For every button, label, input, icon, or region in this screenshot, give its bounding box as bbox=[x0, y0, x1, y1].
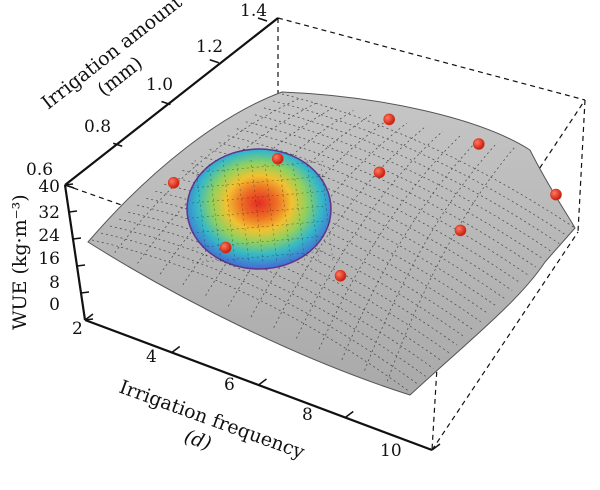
y-tick-mark bbox=[161, 100, 171, 106]
y-axis-title: Irrigation amount (mm) bbox=[38, 0, 187, 114]
heat-grid-line bbox=[236, 163, 250, 263]
y-tick-mark bbox=[209, 59, 219, 64]
data-point bbox=[373, 166, 386, 179]
data-point bbox=[334, 269, 347, 282]
y-tick-label: 1.4 bbox=[240, 1, 267, 21]
x-tick-labels: 2 4 6 8 10 bbox=[72, 319, 402, 461]
z-tick-mark bbox=[80, 291, 90, 294]
surface-grid-line bbox=[114, 97, 301, 253]
y-tick-label: 1.2 bbox=[196, 37, 223, 57]
z-axis-ticks bbox=[64, 183, 94, 321]
bounding-box-front bbox=[63, 17, 279, 321]
z-tick-labels: 0 8 16 24 32 40 bbox=[38, 177, 60, 315]
heat-grid-line bbox=[264, 163, 278, 263]
surface-grid-line bbox=[128, 211, 442, 362]
z-tick-mark bbox=[84, 318, 94, 321]
z-tick-label: 32 bbox=[38, 203, 60, 223]
data-points bbox=[167, 113, 562, 282]
surface-grid-line bbox=[227, 135, 529, 276]
surface-grid-line bbox=[236, 128, 536, 268]
heat-grid-line bbox=[278, 159, 292, 263]
x-tick-label: 8 bbox=[302, 405, 313, 425]
data-point bbox=[219, 241, 232, 254]
data-point bbox=[472, 138, 485, 150]
z-tick-label: 8 bbox=[49, 273, 60, 293]
x-axis-title-line1: Irrigation frequency bbox=[116, 376, 307, 464]
y-tick-label: 1.0 bbox=[146, 75, 173, 95]
surface-grid-line bbox=[296, 131, 443, 339]
surface-grid-line bbox=[245, 121, 544, 260]
surface-grid-line bbox=[110, 225, 426, 377]
surface-grid-line bbox=[159, 106, 336, 275]
z-tick-label: 24 bbox=[38, 226, 60, 246]
x-tick-mark bbox=[171, 345, 181, 354]
surface-grid-line bbox=[137, 101, 318, 264]
z-tick-mark bbox=[64, 183, 74, 186]
data-point bbox=[454, 224, 467, 237]
x-tick-label: 2 bbox=[72, 319, 83, 339]
surface-grid-line bbox=[281, 93, 576, 229]
y-tick-mark bbox=[257, 17, 268, 22]
x-tick-mark bbox=[431, 443, 441, 451]
x-tick-mark bbox=[344, 410, 354, 419]
surface-grid-line bbox=[263, 107, 560, 244]
surface-grid-line bbox=[227, 118, 390, 307]
z-tick-mark bbox=[68, 210, 78, 213]
surface-grid-line bbox=[254, 114, 552, 252]
heat-grid-line bbox=[292, 163, 306, 263]
data-point bbox=[383, 113, 396, 126]
x-tick-mark bbox=[258, 378, 267, 386]
heat-grid-line bbox=[250, 159, 264, 263]
surface-grid-line bbox=[341, 139, 479, 360]
heat-grid-line bbox=[208, 163, 222, 263]
data-point bbox=[271, 153, 284, 165]
heat-grid-line bbox=[194, 159, 208, 263]
z-axis-title-text: WUE (kg·m⁻³) bbox=[9, 194, 31, 330]
data-point bbox=[550, 188, 562, 201]
x-tick-mark bbox=[84, 313, 94, 321]
surface-grid-line bbox=[155, 190, 466, 338]
z-tick-label: 40 bbox=[38, 177, 60, 197]
x-axis-ticks bbox=[84, 313, 441, 451]
x-tick-label: 6 bbox=[224, 375, 235, 395]
x-tick-label: 4 bbox=[146, 347, 157, 367]
heat-grid-line bbox=[222, 159, 236, 263]
data-point bbox=[167, 177, 180, 189]
surface-grid-line bbox=[272, 100, 568, 237]
surface-grid-line bbox=[273, 126, 426, 328]
y-tick-mark bbox=[113, 142, 123, 147]
z-tick-mark bbox=[72, 237, 82, 240]
y-tick-labels: 0.6 0.8 1.0 1.2 1.4 bbox=[26, 1, 267, 180]
z-axis-title: WUE (kg·m⁻³) bbox=[9, 194, 31, 330]
heat-grid-line bbox=[320, 163, 334, 263]
y-tick-label: 0.6 bbox=[26, 160, 53, 180]
z-tick-mark bbox=[76, 264, 86, 267]
z-tick-label: 16 bbox=[38, 249, 60, 269]
y-tick-label: 0.8 bbox=[84, 117, 111, 137]
heat-grid bbox=[191, 159, 334, 264]
z-tick-label: 0 bbox=[49, 295, 60, 315]
x-tick-label: 10 bbox=[380, 441, 402, 461]
wue-optimum-region bbox=[186, 148, 334, 270]
surface-grid-line bbox=[250, 122, 408, 318]
y-axis-title-line1: Irrigation amount bbox=[38, 0, 187, 114]
surface-grid-line bbox=[119, 218, 434, 369]
heat-grid-line bbox=[306, 159, 320, 263]
